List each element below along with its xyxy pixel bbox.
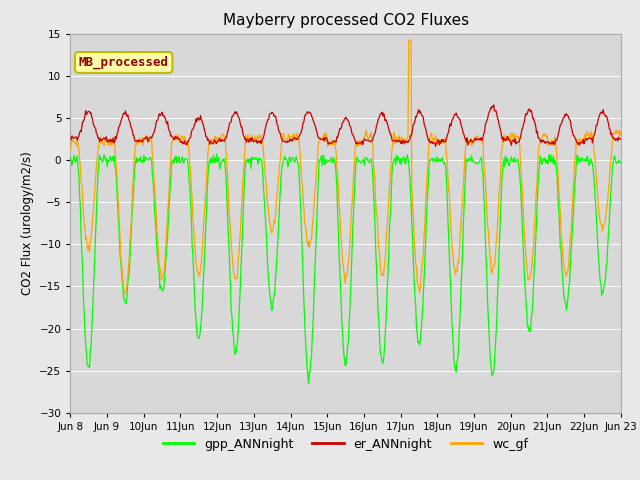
- Y-axis label: CO2 Flux (urology/m2/s): CO2 Flux (urology/m2/s): [21, 151, 34, 295]
- Title: Mayberry processed CO2 Fluxes: Mayberry processed CO2 Fluxes: [223, 13, 468, 28]
- Legend: gpp_ANNnight, er_ANNnight, wc_gf: gpp_ANNnight, er_ANNnight, wc_gf: [158, 433, 533, 456]
- Text: MB_processed: MB_processed: [79, 56, 169, 69]
